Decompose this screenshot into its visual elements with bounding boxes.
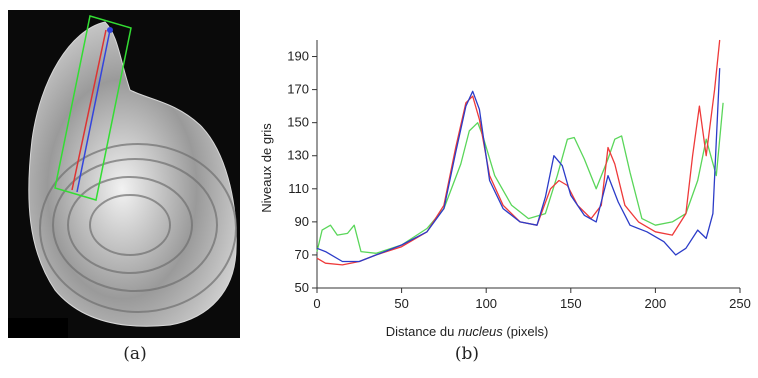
- series-line-2: [316, 39, 721, 266]
- x-axis-title-main: Distance du: [386, 324, 458, 339]
- growth-rings: [39, 143, 237, 313]
- y-tick-label: 110: [288, 181, 309, 196]
- profile-start-marker: [107, 27, 113, 33]
- otolith-image: [8, 10, 240, 338]
- x-axis-title: Distance du nucleus (pixels): [386, 324, 549, 339]
- caption-a: (a): [123, 344, 147, 364]
- caption-b: (b): [454, 344, 480, 364]
- y-tick-label: 70: [295, 247, 309, 262]
- series-group: [316, 39, 724, 266]
- series-line-1: [316, 102, 724, 254]
- profile-line-blue: [76, 29, 111, 193]
- x-tick-label: 0: [313, 296, 320, 311]
- profile-box: [54, 15, 132, 201]
- series-line-3: [316, 68, 721, 263]
- y-axis-title: Niveaux de gris: [259, 123, 274, 213]
- x-tick-label: 50: [394, 296, 408, 311]
- x-tick-label: 100: [475, 296, 497, 311]
- profile-line-red: [71, 29, 107, 191]
- y-tick-label: 150: [287, 115, 309, 130]
- x-axis-title-italic: nucleus: [458, 324, 503, 339]
- y-tick-label: 50: [295, 280, 309, 295]
- x-tick-label: 200: [645, 296, 667, 311]
- image-corner-block: [8, 318, 68, 338]
- x-axis-title-tail: (pixels): [503, 324, 549, 339]
- x-tick-label: 150: [560, 296, 582, 311]
- y-tick-label: 90: [295, 214, 309, 229]
- otolith-shape: [28, 21, 237, 327]
- gray-level-chart: 50 70 90 110 130 150 170 190 0 50 100 150 200 250 Niv…: [259, 39, 751, 339]
- y-tick-label: 130: [287, 148, 309, 163]
- axes: 50 70 90 110 130 150 170 190 0 50 100 150 200 250: [287, 40, 751, 311]
- x-tick-label: 250: [729, 296, 751, 311]
- y-tick-label: 170: [287, 82, 309, 97]
- y-tick-label: 190: [287, 49, 309, 64]
